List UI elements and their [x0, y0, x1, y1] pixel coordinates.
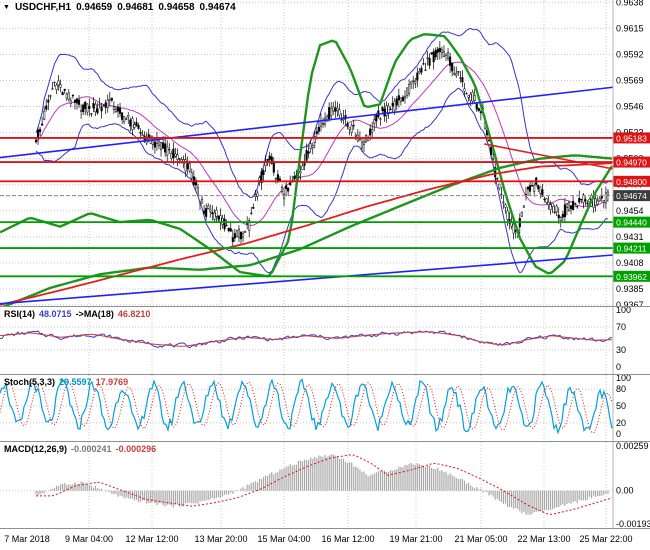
- support-price-badge: [613, 216, 650, 228]
- rsi-name: RSI(14): [4, 309, 36, 319]
- macd-axis-label: 0.00259: [616, 442, 649, 451]
- macd-signal-value: -0.000296: [115, 444, 157, 454]
- main-price-chart[interactable]: 0.96380.96150.95920.95690.95460.95230.95…: [0, 0, 650, 307]
- bollinger-lower: [35, 87, 608, 274]
- rsi-ma-line: [0, 331, 613, 347]
- panel-separator[interactable]: [0, 441, 650, 442]
- time-axis-label: 22 Mar 13:00: [517, 534, 571, 544]
- blue-channel-upper: [0, 86, 614, 159]
- price-axis-label: 0.9592: [616, 49, 644, 59]
- macd-histogram: [35, 454, 609, 516]
- svg-text:0.94800: 0.94800: [616, 177, 647, 187]
- blue-channel-lower: [0, 254, 614, 305]
- macd-name: MACD(12,26,9): [4, 444, 68, 454]
- svg-text:0.94211: 0.94211: [616, 244, 646, 254]
- stoch-axis-label: 80: [616, 384, 626, 394]
- quote-open: 0.94659: [76, 2, 113, 13]
- rsi-ma-value: 46.8210: [117, 309, 151, 319]
- price-axis-label: 0.9385: [616, 284, 644, 294]
- resistance-price-badge: [613, 156, 650, 168]
- panel-separator: [0, 528, 650, 529]
- current-price-badge: [613, 190, 650, 202]
- quote-header: ▼ USDCHF,H1 0.94659 0.94681 0.94658 0.94…: [3, 2, 236, 13]
- macd-axis-label: -0.00193: [616, 519, 650, 528]
- rsi-line: [0, 330, 612, 349]
- time-axis-label: 15 Mar 04:00: [257, 534, 311, 544]
- time-axis-label: 19 Mar 21:00: [389, 534, 443, 544]
- stoch-axis-label: 0: [616, 429, 621, 439]
- stoch-axis-label: 20: [616, 418, 626, 428]
- stoch-name: Stoch(5,3,3): [4, 377, 56, 387]
- red-trendline: [484, 143, 614, 170]
- time-axis-label: 12 Mar 12:00: [125, 534, 179, 544]
- time-axis-label: 25 Mar 22:00: [579, 534, 633, 544]
- rsi-ma-name: ->MA(18): [75, 309, 114, 319]
- red-ma: [0, 162, 613, 306]
- stochastic-indicator-label: Stoch(5,3,3) 29.5597 17.9769: [4, 377, 128, 387]
- resistance-price-badge: [613, 132, 650, 144]
- time-axis-label: 21 Mar 05:00: [454, 534, 508, 544]
- panel-separator[interactable]: [0, 374, 650, 375]
- price-axis-label: 0.9454: [616, 206, 644, 216]
- price-axis-label: 0.9638: [616, 0, 644, 7]
- svg-text:0.94970: 0.94970: [616, 158, 647, 168]
- time-axis-label: 9 Mar 04:00: [64, 534, 114, 544]
- time-axis[interactable]: 7 Mar 2018 9 Mar 04:00 12 Mar 12:00 13 Mar …: [0, 529, 650, 550]
- support-price-badge: [613, 242, 650, 254]
- stoch-main-line: [0, 377, 613, 435]
- symbol-timeframe: USDCHF,H1: [14, 2, 72, 13]
- price-axis-label: 0.9431: [616, 232, 644, 242]
- rsi-axis-label: 70: [616, 322, 626, 332]
- macd-signal-line: [36, 454, 613, 515]
- macd-indicator-label: MACD(12,26,9) -0.000241 -0.000296: [4, 444, 156, 454]
- time-axis-label: 13 Mar 20:00: [194, 534, 248, 544]
- bollinger-upper: [35, 27, 609, 199]
- price-axis-label: 0.9408: [616, 258, 644, 268]
- rsi-axis-label: 100: [616, 307, 631, 315]
- stoch-axis-label: 100: [616, 375, 631, 383]
- rsi-axis-label: 30: [616, 345, 626, 355]
- chart-marker-icon: ▼: [3, 3, 10, 11]
- quote-close: 0.94674: [199, 2, 236, 13]
- stoch-value: 29.5597: [59, 377, 92, 387]
- candles: [34, 41, 610, 248]
- time-axis-label: 7 Mar 2018: [4, 534, 50, 544]
- macd-axis-label: 0.00: [616, 486, 634, 496]
- price-axis-label: 0.9615: [616, 23, 644, 33]
- panel-separator[interactable]: [0, 306, 650, 307]
- price-axis-label: 0.9569: [616, 75, 644, 85]
- quote-high: 0.94681: [117, 2, 154, 13]
- price-axis-label: 0.9367: [616, 300, 644, 307]
- rsi-value: 48.0715: [39, 309, 72, 319]
- resistance-price-badge: [613, 175, 650, 187]
- svg-text:0.94674: 0.94674: [616, 191, 647, 201]
- macd-value: -0.000241: [71, 444, 112, 454]
- green-ma-fast: [0, 33, 614, 278]
- rsi-indicator-label: RSI(14) 48.0715 ->MA(18) 46.8210: [4, 309, 150, 319]
- stoch-axis-label: 50: [616, 401, 626, 411]
- svg-text:0.95183: 0.95183: [616, 133, 647, 143]
- price-axis-label: 0.9546: [616, 102, 644, 112]
- svg-text:0.94440: 0.94440: [616, 218, 647, 228]
- green-ma-slow: [0, 154, 613, 307]
- time-axis-label: 16 Mar 12:00: [321, 534, 375, 544]
- rsi-panel[interactable]: 100 70 30 0: [0, 307, 650, 374]
- support-price-badge: [613, 270, 650, 282]
- quote-low: 0.94658: [158, 2, 195, 13]
- stoch-signal-value: 17.9769: [95, 377, 129, 387]
- macd-panel[interactable]: 0.00259 0.00 -0.00193: [0, 442, 650, 528]
- rsi-axis-label: 0: [616, 362, 621, 372]
- svg-text:0.93962: 0.93962: [616, 272, 647, 282]
